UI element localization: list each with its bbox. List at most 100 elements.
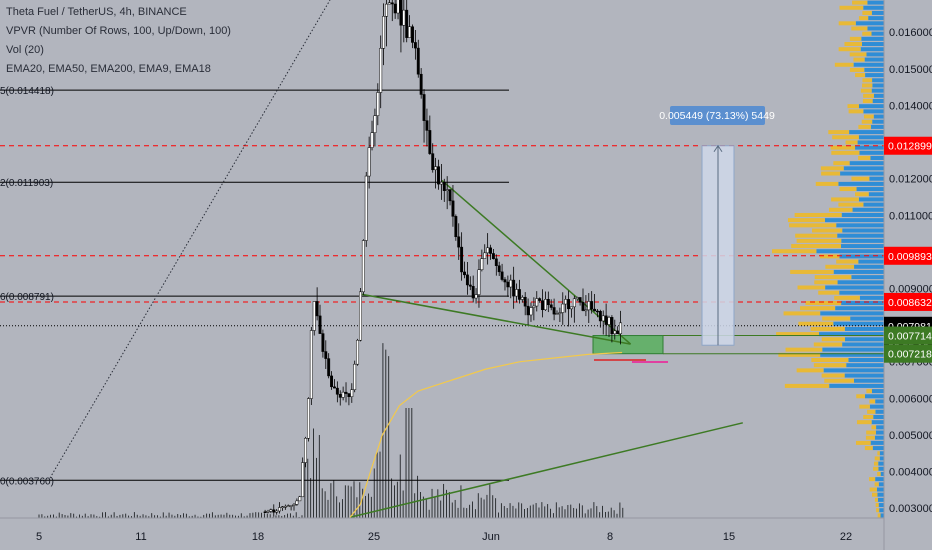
vpvr-down-row [869, 487, 877, 492]
demand-zone[interactable] [592, 335, 664, 355]
candle-body [411, 26, 414, 43]
candle-body [567, 299, 570, 310]
candle-body [578, 297, 582, 303]
candle-body [263, 511, 267, 514]
candle-body [587, 301, 591, 311]
candle-body [509, 279, 513, 288]
candle-body [593, 308, 597, 312]
candle-body [607, 317, 611, 325]
vpvr-up-row [875, 409, 884, 414]
vpvr-up-row [868, 16, 884, 21]
vpvr-up-row [864, 67, 884, 72]
symbol-legend[interactable]: Theta Fuel / TetherUS, 4h, BINANCE [6, 6, 187, 18]
drawings[interactable] [49, 0, 884, 518]
vpvr-up-row [880, 513, 884, 518]
vpvr-up-row [837, 280, 884, 285]
vpvr-up-row [869, 404, 884, 409]
candle-body [408, 26, 412, 38]
vpvr-down-row [869, 399, 876, 404]
vpvr-up-row [876, 487, 884, 492]
vpvr-down-row [873, 466, 879, 471]
candle-body [278, 507, 282, 512]
candle-body [385, 3, 388, 17]
candle-body [318, 315, 322, 334]
measure-badge [670, 106, 765, 125]
x-axis[interactable]: 5 11 18 25 Jun 8 15 22 [0, 517, 932, 550]
vpvr-down-row [821, 373, 845, 378]
vpvr-down-row [848, 109, 864, 114]
candle-body [558, 312, 562, 314]
vpvr-down-row [813, 363, 847, 368]
vpvr-up-row [879, 456, 884, 461]
vpvr-up-row [863, 202, 884, 207]
vpvr-down-row [814, 280, 838, 285]
vpvr-up-row [839, 254, 884, 259]
candle-body [555, 313, 559, 315]
candle-body [350, 389, 354, 398]
trend-line[interactable] [349, 422, 743, 518]
candle-body [549, 304, 553, 308]
candle-body [546, 299, 550, 306]
vpvr-up-row [855, 21, 884, 26]
ema-legend[interactable]: EMA20, EMA50, EMA200, EMA9, EMA18 [6, 63, 211, 75]
candle-body [399, 0, 403, 26]
price-badge-label: 0.008632 [888, 297, 932, 309]
candle-body [283, 506, 287, 508]
vpvr-up-row [851, 275, 884, 280]
candle-body [601, 315, 605, 322]
vpvr-up-row [837, 233, 884, 238]
measure-tool[interactable]: 0.005449 (73.13%) 5449 [659, 106, 775, 346]
candle-body [324, 351, 328, 359]
price-badge [884, 292, 932, 311]
candle-body [376, 92, 380, 116]
candle-body [344, 391, 348, 394]
candle-body [364, 175, 368, 241]
dotted-trend-line[interactable] [49, 0, 331, 479]
candle-body [506, 281, 510, 288]
fib-level-label: 5(0.014418) [0, 86, 54, 97]
vpvr-up-row [857, 140, 884, 145]
candle-body [523, 296, 527, 307]
vpvr-down-row [796, 368, 824, 373]
vpvr-up-row [836, 223, 884, 228]
vpvr-down-row [825, 264, 855, 269]
vpvr-up-row [880, 471, 884, 476]
vpvr-down-row [832, 135, 859, 140]
vpvr-up-row [870, 155, 884, 160]
vpvr-down-row [828, 130, 850, 135]
vpvr-down-row [824, 378, 854, 383]
vpvr-down-row [787, 218, 825, 223]
vpvr-up-row [873, 414, 884, 419]
vpvr-down-row [862, 78, 873, 83]
y-axis[interactable]: 0.0030000.0040000.0050000.0060000.007000… [883, 0, 932, 550]
fib-level-label: 0(0.003760) [0, 476, 54, 487]
vpvr-legend[interactable]: VPVR (Number Of Rows, 100, Up/Down, 100) [6, 25, 231, 37]
vpvr-down-row [815, 181, 839, 186]
vpvr-up-row [842, 228, 884, 233]
candle-body [321, 333, 325, 352]
candle-body [367, 147, 371, 177]
candle-body [480, 258, 484, 270]
candle-body [486, 247, 490, 254]
candle-body [619, 322, 623, 335]
vpvr-down-row [784, 383, 830, 388]
vpvr-up-row [875, 477, 884, 482]
candle-body [515, 289, 518, 297]
candle-body [335, 387, 339, 395]
vpvr-up-row [833, 321, 884, 326]
vpvr-down-row [834, 295, 860, 300]
vpvr-up-row [843, 166, 884, 171]
vpvr-down-row [776, 332, 820, 337]
trend-line[interactable] [360, 293, 631, 345]
candle-body [379, 48, 383, 93]
vpvr-down-row [873, 461, 879, 466]
candle-body [405, 9, 409, 38]
candle-body [307, 398, 310, 439]
candle-body [497, 265, 501, 273]
vpvr-down-row [858, 155, 871, 160]
vpvr-down-row [828, 207, 853, 212]
volume-profile [771, 0, 884, 518]
vpvr-down-row [875, 503, 879, 508]
volume-legend[interactable]: Vol (20) [6, 44, 44, 56]
